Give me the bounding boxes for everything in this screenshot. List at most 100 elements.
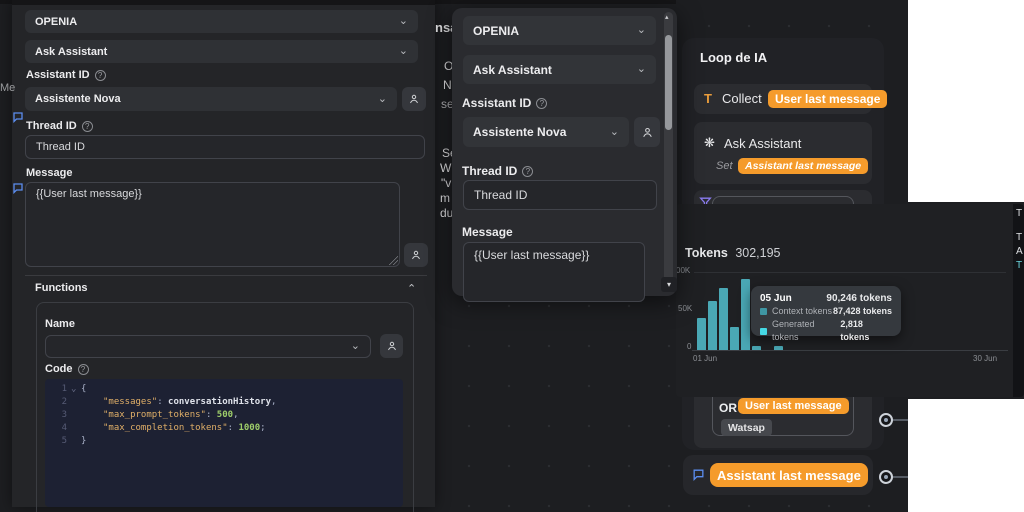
condition-input-box[interactable]: OR User last message Watsap [712, 196, 854, 436]
bar [730, 327, 739, 350]
message-textarea[interactable]: {{User last message}} [25, 182, 400, 267]
connection-point[interactable] [879, 413, 893, 427]
provider-select-value: OPENIA [35, 15, 78, 28]
openai-icon: ❋ [704, 135, 715, 150]
clipped-text: se [441, 97, 454, 111]
functions-section-header[interactable]: Functions [35, 282, 88, 294]
variables-button[interactable] [634, 117, 660, 147]
user-icon [410, 94, 418, 104]
clipped-text: m [440, 191, 450, 205]
clipped-text: W [440, 161, 452, 175]
variable-badge[interactable]: Assistant last message [710, 463, 868, 487]
scroll-down-button[interactable]: ▾ [661, 277, 677, 292]
clipped-text: nsa [435, 20, 458, 35]
action-select-value: Ask Assistant [35, 45, 108, 58]
chevron-down-icon: ▾ [666, 280, 671, 289]
help-icon[interactable]: ? [522, 165, 534, 177]
variable-badge[interactable]: User last message [738, 398, 849, 414]
user-icon [642, 127, 652, 137]
y-tick-0: 0 [687, 342, 692, 351]
variable-badge[interactable]: Assistant last message [738, 158, 869, 174]
clipped-text: N [443, 78, 452, 92]
thread-id-placeholder: Thread ID [36, 141, 85, 153]
bar [741, 279, 750, 350]
scroll-up-icon[interactable]: ▴ [665, 14, 669, 21]
clipped-text: T [1016, 260, 1023, 271]
chart-tooltip: 05 Jun 90,246 tokens Context tokens 87,4… [751, 286, 901, 342]
thread-id-label: Thread ID ? [26, 120, 93, 132]
code-line: 3 "max_prompt_tokens": 500, [61, 410, 239, 420]
message-label: Message [26, 167, 73, 179]
code-line: 1 ⌄{ [61, 384, 87, 394]
legend-swatch-generated [760, 327, 767, 335]
or-label: OR [719, 401, 737, 415]
variables-button[interactable] [402, 87, 426, 111]
white-region-top [908, 0, 1024, 202]
gridline-100k [694, 272, 1006, 273]
collapse-chevron-icon[interactable]: ⌃ [407, 283, 417, 295]
assistant-select[interactable]: Assistente Nova ⌄ [25, 87, 397, 111]
chevron-down-icon: ⌄ [609, 125, 619, 138]
help-icon[interactable]: ? [81, 120, 93, 132]
clipped-text: T [1016, 208, 1023, 219]
connection-edge [891, 419, 908, 421]
assistant-message-block[interactable]: Assistant last message [683, 455, 873, 495]
x-tick-end: 30 Jun [973, 354, 998, 363]
code-line: 5} [61, 436, 87, 446]
help-icon[interactable]: ? [77, 363, 89, 375]
provider-select[interactable]: OPENIA ⌄ [25, 10, 418, 33]
scrollbar-thumb[interactable] [665, 35, 672, 130]
text-input-icon: T [704, 91, 712, 106]
variable-badge[interactable]: User last message [768, 90, 888, 108]
tooltip-context-value: 87,428 tokens [832, 306, 892, 316]
code-editor[interactable]: 1 ⌄{2 "messages": conversationHistory, 3 "ma… [45, 379, 403, 507]
connection-point[interactable] [879, 470, 893, 484]
provider-select[interactable]: OPENIA ⌄ [463, 16, 656, 45]
clipped-text: du [440, 206, 454, 220]
help-icon[interactable]: ? [94, 69, 106, 81]
chat-bubble-icon [12, 110, 24, 128]
message-label: Message [462, 225, 513, 239]
ask-assistant-label: Ask Assistant [724, 136, 802, 151]
set-label: Set [716, 160, 733, 172]
collect-block[interactable]: T Collect User last message [694, 84, 888, 114]
fold-spacer [71, 396, 81, 409]
function-name-select[interactable]: ⌄ [45, 335, 371, 358]
variables-button[interactable] [380, 334, 403, 358]
legend-swatch-context [760, 308, 767, 315]
thread-id-input[interactable]: Thread ID [463, 180, 657, 210]
assistant-id-label: Assistant ID ? [462, 96, 548, 110]
variables-button[interactable] [404, 243, 428, 267]
ask-assistant-block[interactable]: ❋ Ask Assistant Set Assistant last messa… [694, 122, 872, 184]
x-tick-start: 01 Jun [693, 354, 718, 363]
tooltip-date: 05 Jun [760, 293, 792, 304]
user-icon [412, 250, 420, 260]
collect-label: Collect [722, 91, 762, 106]
channel-badge[interactable]: Watsap [721, 419, 772, 436]
thread-id-input[interactable]: Thread ID [25, 135, 425, 159]
resize-handle[interactable] [389, 256, 398, 265]
action-select-value: Ask Assistant [473, 62, 552, 77]
block-settings-panel: OPENIA ⌄ Ask Assistant ⌄ Assistant ID ? … [12, 0, 435, 512]
chevron-down-icon: ⌄ [636, 63, 646, 75]
help-icon[interactable]: ? [536, 97, 548, 109]
message-textarea[interactable]: {{User last message}} [463, 242, 645, 302]
provider-select-value: OPENIA [473, 23, 520, 38]
x-axis-line [692, 350, 1008, 351]
bar [719, 288, 728, 350]
panel-top-band [12, 0, 435, 5]
chevron-down-icon: ⌄ [350, 340, 360, 352]
thread-id-placeholder: Thread ID [474, 188, 528, 202]
fold-chevron-icon[interactable]: ⌄ [71, 384, 77, 394]
chat-bubble-icon [692, 468, 705, 486]
tooltip-total: 90,246 tokens [826, 293, 892, 304]
y-tick-50k: 50K [678, 304, 693, 313]
code-line: 4 "max_completion_tokens": 1000; [61, 423, 266, 433]
scrollbar-track[interactable]: ▴ [664, 12, 673, 292]
action-select[interactable]: Ask Assistant ⌄ [463, 55, 656, 84]
action-select[interactable]: Ask Assistant ⌄ [25, 40, 418, 63]
block-settings-popover: OPENIA ⌄ Ask Assistant ⌄ Assistant ID ? … [452, 8, 677, 302]
bar [708, 301, 717, 350]
assistant-select[interactable]: Assistente Nova ⌄ [463, 117, 629, 147]
